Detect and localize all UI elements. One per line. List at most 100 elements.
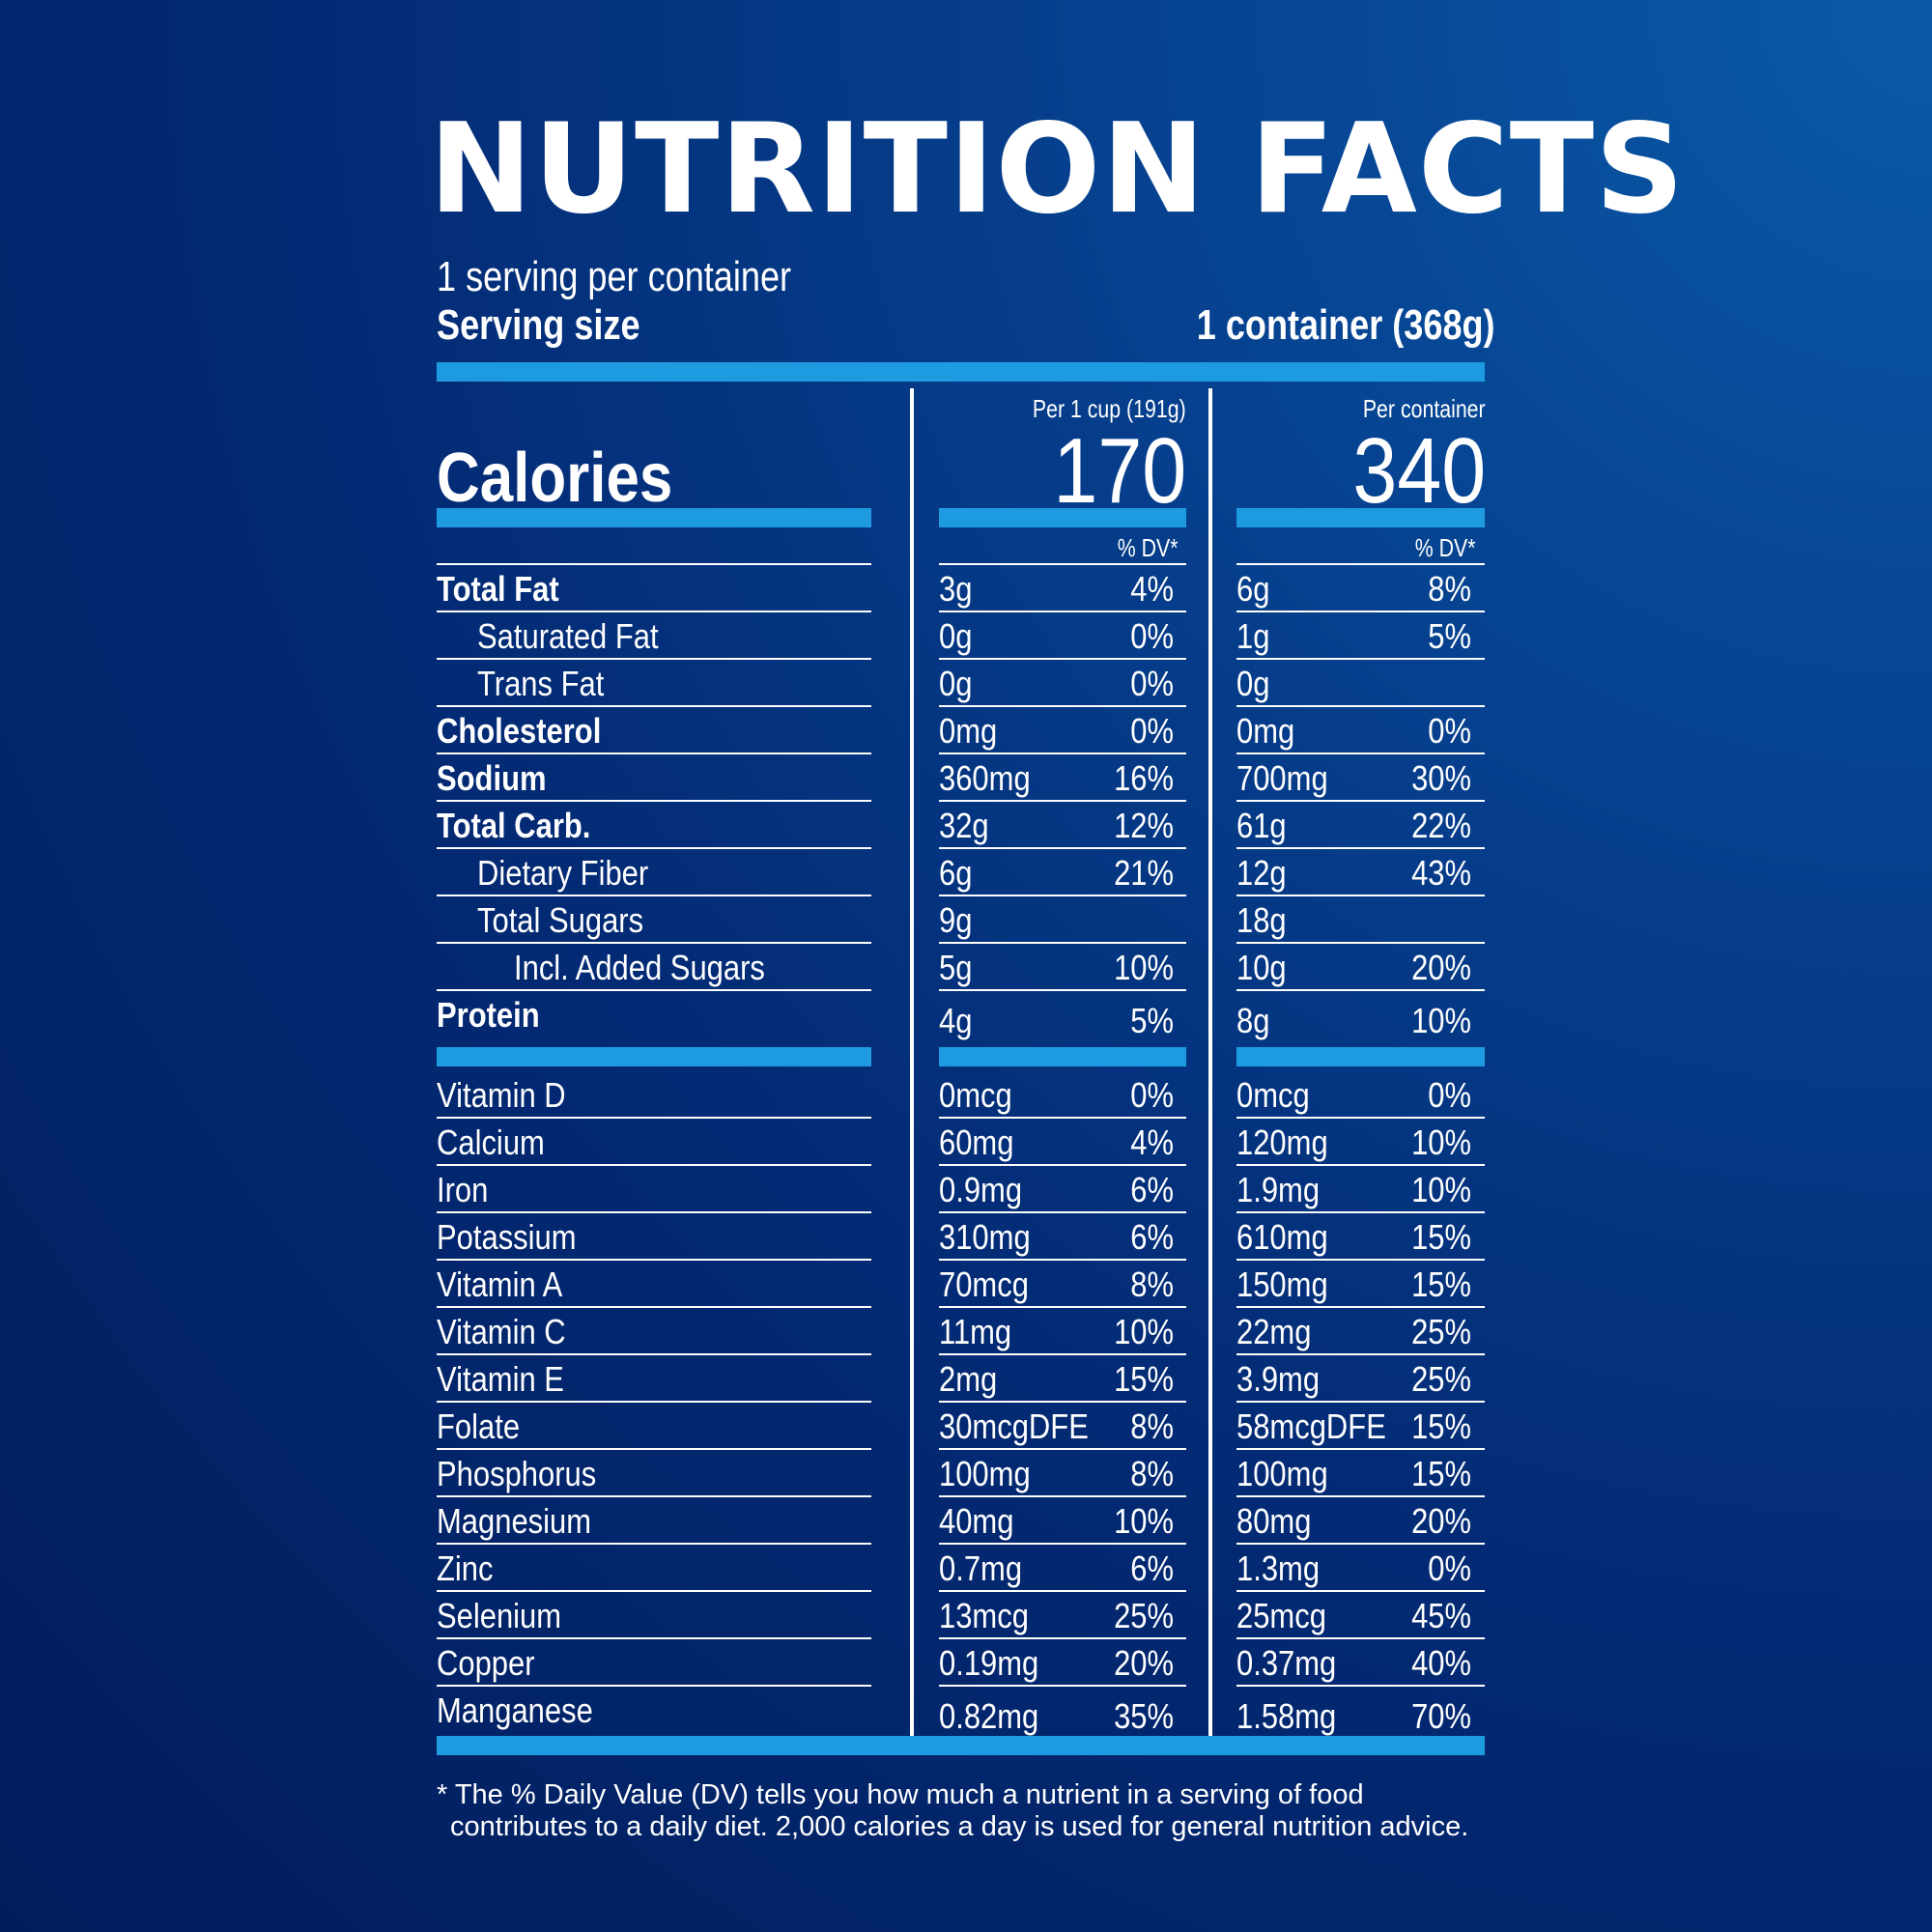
- vitamins-dv-per-container: 40%: [1411, 1643, 1471, 1683]
- nutrients-rule: [1236, 611, 1485, 612]
- nutrients-amount-per-container: 700mg: [1236, 758, 1328, 798]
- vitamins-amount-per-container: 120mg: [1236, 1122, 1328, 1162]
- nutrients-label: Total Fat: [437, 569, 559, 609]
- vitamins-dv-per-cup: 4%: [1130, 1122, 1174, 1162]
- vitamins-rule: [1236, 1259, 1485, 1261]
- vitamins-rule: [437, 1211, 871, 1213]
- vitamins-amount-per-cup: 0.9mg: [939, 1170, 1023, 1209]
- nutrients-rule: [437, 989, 871, 991]
- vitamins-dv-per-cup: 10%: [1114, 1501, 1174, 1541]
- vitamins-amount-per-container: 150mg: [1236, 1264, 1328, 1304]
- vitamins-amount-per-cup: 13mcg: [939, 1596, 1029, 1635]
- vitamins-label: Zinc: [437, 1548, 494, 1588]
- nutrients-rule: [1236, 705, 1485, 707]
- nutrients-dv-per-container: 10%: [1411, 1001, 1471, 1040]
- nutrients-amount-per-cup: 9g: [939, 900, 973, 940]
- vitamins-amount-per-container: 1.58mg: [1236, 1696, 1337, 1736]
- vitamins-dv-per-cup: 10%: [1114, 1312, 1174, 1351]
- nutrients-label: Dietary Fiber: [477, 853, 649, 893]
- vitamins-rule: [437, 1495, 871, 1497]
- vitamins-rule: [1236, 1637, 1485, 1639]
- vitamins-rule: [939, 1259, 1186, 1261]
- vitamins-amount-per-cup: 70mcg: [939, 1264, 1029, 1304]
- nutrients-dv-per-container: 20%: [1411, 948, 1471, 987]
- bottom-divider-bar: [437, 1736, 1485, 1755]
- vitamins-dv-per-cup: 25%: [1114, 1596, 1174, 1635]
- column-header-per-container: Per container: [1363, 394, 1486, 423]
- footnote-line-2: contributes to a daily diet. 2,000 calor…: [450, 1811, 1469, 1842]
- nutrients-dv-per-cup: 0%: [1130, 616, 1174, 656]
- vitamins-dv-per-cup: 0%: [1130, 1075, 1174, 1115]
- vitamins-amount-per-container: 58mcgDFE: [1236, 1406, 1386, 1446]
- nutrients-dv-per-container: 5%: [1428, 616, 1471, 656]
- nutrients-rule: [939, 800, 1186, 802]
- nutrients-dv-per-cup: 0%: [1130, 711, 1174, 751]
- vitamins-rule: [437, 1117, 871, 1119]
- vitamins-dv-per-container: 70%: [1411, 1696, 1471, 1736]
- vitamins-amount-per-container: 22mg: [1236, 1312, 1312, 1351]
- vitamins-amount-per-cup: 100mg: [939, 1454, 1031, 1493]
- nutrients-amount-per-container: 8g: [1236, 1001, 1270, 1040]
- nutrients-rule: [437, 847, 871, 849]
- nutrients-rule: [437, 895, 871, 896]
- vitamins-rule: [939, 1211, 1186, 1213]
- vitamins-amount-per-cup: 60mg: [939, 1122, 1014, 1162]
- nutrients-amount-per-container: 6g: [1236, 569, 1270, 609]
- vitamins-dv-per-container: 45%: [1411, 1596, 1471, 1635]
- servings-per-container: 1 serving per container: [437, 253, 792, 300]
- nutrients-rule: [437, 705, 871, 707]
- vitamins-dv-per-cup: 35%: [1114, 1696, 1174, 1736]
- vitamins-rule: [1236, 1590, 1485, 1592]
- vitamins-dv-per-container: 20%: [1411, 1501, 1471, 1541]
- vitamins-rule: [939, 1637, 1186, 1639]
- vitamins-dv-per-cup: 8%: [1130, 1264, 1174, 1304]
- vitamins-label: Iron: [437, 1170, 489, 1209]
- vitamins-dv-per-container: 15%: [1411, 1217, 1471, 1257]
- vitamins-label: Folate: [437, 1406, 521, 1446]
- dv-header-rule-per-cup: [939, 563, 1186, 565]
- vitamins-dv-per-container: 25%: [1411, 1359, 1471, 1399]
- vitamins-label: Potassium: [437, 1217, 577, 1257]
- nutrients-amount-per-cup: 0g: [939, 664, 973, 703]
- nutrients-amount-per-container: 0mg: [1236, 711, 1295, 751]
- vitamins-amount-per-cup: 11mg: [939, 1312, 1012, 1351]
- vitamins-dv-per-container: 0%: [1428, 1075, 1471, 1115]
- vitamins-dv-per-cup: 6%: [1130, 1548, 1174, 1588]
- vitamins-dv-per-container: 15%: [1411, 1454, 1471, 1493]
- nutrients-rule: [939, 847, 1186, 849]
- nutrients-rule: [939, 658, 1186, 660]
- vitamins-rule: [939, 1685, 1186, 1687]
- protein-bar-per-cup: [939, 1047, 1186, 1066]
- vitamins-rule: [437, 1401, 871, 1403]
- nutrients-amount-per-cup: 360mg: [939, 758, 1031, 798]
- nutrients-rule: [1236, 989, 1485, 991]
- nutrients-label: Trans Fat: [477, 664, 605, 703]
- vitamins-amount-per-cup: 0.19mg: [939, 1643, 1039, 1683]
- nutrients-rule: [1236, 753, 1485, 754]
- vitamins-amount-per-container: 1.9mg: [1236, 1170, 1321, 1209]
- footnote: * The % Daily Value (DV) tells you how m…: [437, 1779, 1468, 1843]
- vitamins-label: Magnesium: [437, 1501, 592, 1541]
- nutrients-rule: [1236, 800, 1485, 802]
- nutrients-dv-per-cup: 5%: [1130, 1001, 1174, 1040]
- column-divider-1: [910, 388, 914, 1736]
- calories-per-cup: 170: [1053, 419, 1186, 523]
- calories-bar-per-container: [1236, 508, 1485, 527]
- page-title: NUTRITION FACTS: [429, 98, 1686, 242]
- vitamins-rule: [437, 1685, 871, 1687]
- nutrients-rule: [939, 611, 1186, 612]
- footnote-line-1: * The % Daily Value (DV) tells you how m…: [437, 1779, 1364, 1810]
- nutrients-dv-per-cup: 16%: [1114, 758, 1174, 798]
- vitamins-rule: [939, 1353, 1186, 1355]
- nutrients-amount-per-cup: 3g: [939, 569, 973, 609]
- nutrients-label: Incl. Added Sugars: [514, 948, 765, 987]
- vitamins-dv-per-cup: 6%: [1130, 1217, 1174, 1257]
- column-header-per-cup: Per 1 cup (191g): [1033, 394, 1186, 423]
- nutrients-amount-per-container: 12g: [1236, 853, 1287, 893]
- nutrients-dv-per-cup: 0%: [1130, 664, 1174, 703]
- vitamins-rule: [437, 1164, 871, 1166]
- vitamins-amount-per-container: 25mcg: [1236, 1596, 1326, 1635]
- vitamins-dv-per-container: 15%: [1411, 1406, 1471, 1446]
- vitamins-rule: [939, 1306, 1186, 1308]
- vitamins-rule: [437, 1590, 871, 1592]
